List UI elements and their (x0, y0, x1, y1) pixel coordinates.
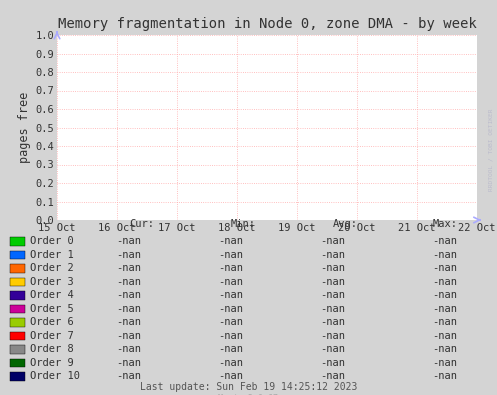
Text: Order 0: Order 0 (30, 236, 74, 246)
Text: -nan: -nan (432, 276, 457, 286)
Text: -nan: -nan (432, 290, 457, 300)
Text: RRDTOOL / TOBI OETIKER: RRDTOOL / TOBI OETIKER (488, 109, 493, 191)
Text: Avg:: Avg: (333, 219, 358, 229)
Text: -nan: -nan (432, 331, 457, 340)
Text: -nan: -nan (321, 276, 345, 286)
Text: -nan: -nan (219, 344, 244, 354)
Text: Order 1: Order 1 (30, 250, 74, 260)
Text: Order 5: Order 5 (30, 303, 74, 314)
Text: -nan: -nan (321, 331, 345, 340)
Y-axis label: pages free: pages free (18, 92, 31, 163)
Text: Order 8: Order 8 (30, 344, 74, 354)
Text: Order 6: Order 6 (30, 317, 74, 327)
Text: -nan: -nan (432, 263, 457, 273)
Text: -nan: -nan (432, 344, 457, 354)
Text: -nan: -nan (321, 250, 345, 260)
Text: -nan: -nan (117, 344, 142, 354)
Text: -nan: -nan (219, 263, 244, 273)
Text: -nan: -nan (219, 303, 244, 314)
Text: -nan: -nan (432, 317, 457, 327)
Text: -nan: -nan (321, 371, 345, 381)
Text: -nan: -nan (321, 357, 345, 367)
Text: -nan: -nan (117, 357, 142, 367)
Text: -nan: -nan (219, 331, 244, 340)
Text: -nan: -nan (117, 331, 142, 340)
Text: -nan: -nan (219, 371, 244, 381)
Title: Memory fragmentation in Node 0, zone DMA - by week: Memory fragmentation in Node 0, zone DMA… (58, 17, 477, 31)
Text: -nan: -nan (432, 371, 457, 381)
Text: -nan: -nan (432, 303, 457, 314)
Text: -nan: -nan (321, 263, 345, 273)
Text: Order 9: Order 9 (30, 357, 74, 367)
Text: -nan: -nan (219, 317, 244, 327)
Text: -nan: -nan (117, 371, 142, 381)
Text: -nan: -nan (117, 276, 142, 286)
Text: Min:: Min: (231, 219, 256, 229)
Text: Order 2: Order 2 (30, 263, 74, 273)
Text: Last update: Sun Feb 19 14:25:12 2023: Last update: Sun Feb 19 14:25:12 2023 (140, 382, 357, 392)
Text: Order 7: Order 7 (30, 331, 74, 340)
Text: -nan: -nan (117, 290, 142, 300)
Text: -nan: -nan (117, 317, 142, 327)
Text: -nan: -nan (219, 357, 244, 367)
Text: Order 10: Order 10 (30, 371, 80, 381)
Text: -nan: -nan (432, 250, 457, 260)
Text: -nan: -nan (321, 344, 345, 354)
Text: Munin 2.0.67: Munin 2.0.67 (219, 394, 278, 395)
Text: -nan: -nan (321, 317, 345, 327)
Text: -nan: -nan (432, 357, 457, 367)
Text: -nan: -nan (219, 276, 244, 286)
Text: Order 3: Order 3 (30, 276, 74, 286)
Text: -nan: -nan (321, 290, 345, 300)
Text: Order 4: Order 4 (30, 290, 74, 300)
Text: -nan: -nan (219, 290, 244, 300)
Text: -nan: -nan (321, 303, 345, 314)
Text: -nan: -nan (219, 250, 244, 260)
Text: -nan: -nan (117, 303, 142, 314)
Text: Max:: Max: (432, 219, 457, 229)
Text: -nan: -nan (117, 263, 142, 273)
Text: -nan: -nan (432, 236, 457, 246)
Text: -nan: -nan (117, 250, 142, 260)
Text: -nan: -nan (219, 236, 244, 246)
Text: -nan: -nan (321, 236, 345, 246)
Text: Cur:: Cur: (129, 219, 154, 229)
Text: -nan: -nan (117, 236, 142, 246)
